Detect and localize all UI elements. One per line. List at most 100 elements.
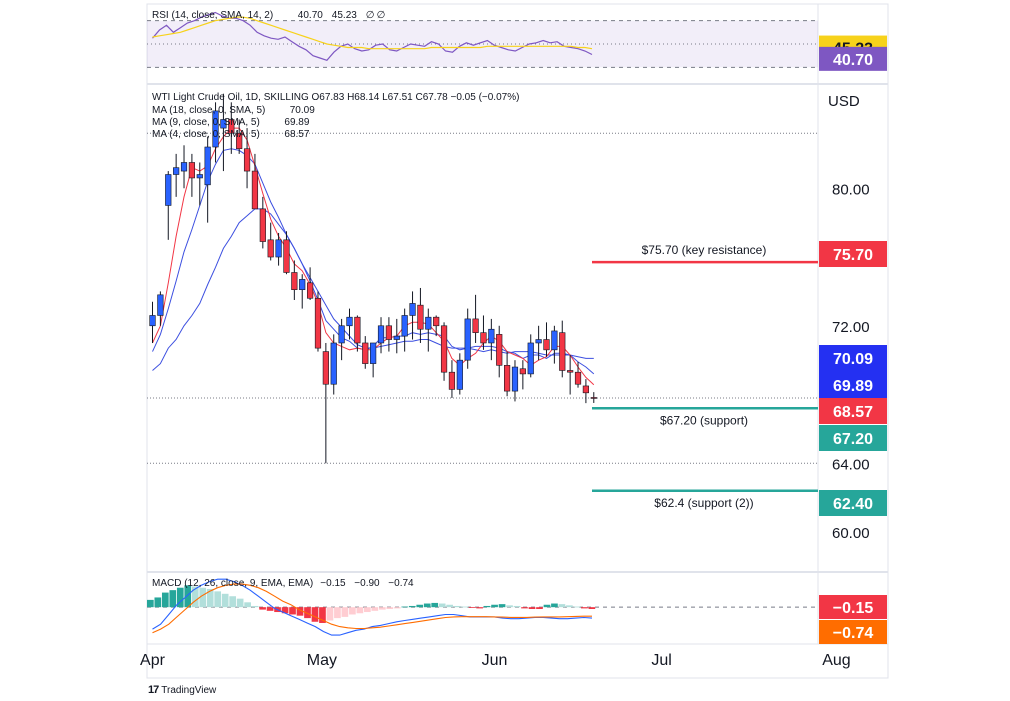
macd-histogram-bar — [491, 604, 498, 608]
macd-histogram-bar — [528, 607, 536, 609]
macd-series-line — [152, 578, 593, 636]
ma-badge-group — [819, 345, 887, 398]
candle-body — [212, 110, 219, 148]
candle-body — [377, 325, 385, 344]
candle-body — [551, 330, 558, 351]
macd-histogram-bar — [423, 603, 431, 608]
currency-label: USD — [828, 93, 860, 110]
candle-body — [567, 370, 574, 373]
macd-histogram-bar — [393, 607, 401, 609]
candle-body — [543, 339, 550, 351]
candle-body — [496, 334, 503, 366]
price-tick-label: 64.00 — [832, 456, 870, 473]
price-badge-label: 75.70 — [833, 247, 873, 264]
macd-histogram-bar — [161, 592, 169, 608]
candle-body — [440, 325, 448, 373]
time-axis-label: Aug — [822, 652, 850, 669]
candle-body — [220, 119, 227, 129]
price-value-badge — [819, 490, 887, 516]
candle-body — [574, 371, 582, 385]
macd-histogram-bar — [588, 607, 596, 609]
macd-histogram-bar — [296, 607, 304, 616]
macd-histogram-bar — [521, 607, 528, 609]
rsi-series-line — [152, 16, 593, 50]
macd-histogram-bar — [266, 607, 274, 611]
time-axis-label: Apr — [140, 652, 166, 669]
candle-body — [582, 385, 589, 394]
macd-histogram-bar — [461, 606, 468, 608]
macd-value-badge — [819, 620, 887, 644]
macd-histogram-bar — [199, 587, 207, 608]
macd-histogram-bar — [476, 607, 483, 609]
time-axis-label: Jul — [651, 652, 671, 669]
macd-histogram-bar — [326, 607, 334, 621]
macd-histogram-bar — [229, 596, 236, 608]
macd-histogram-bar — [558, 604, 566, 608]
candle-body — [503, 365, 511, 392]
candle-body — [204, 146, 211, 186]
macd-histogram-bar — [184, 585, 192, 608]
candle-body — [409, 303, 416, 316]
price-level-label: $62.4 (support (2)) — [654, 496, 753, 510]
macd-histogram-bar — [191, 586, 199, 608]
ma-legend-value: 69.89 — [284, 117, 309, 128]
candle-body — [322, 351, 329, 385]
price-value-badge — [819, 241, 887, 267]
rsi-series-line — [152, 11, 593, 61]
price-level-label: $75.70 (key resistance) — [642, 243, 767, 257]
price-value-badge — [819, 398, 887, 424]
candle-body — [511, 366, 519, 392]
candle-body — [433, 316, 440, 327]
macd-histogram-bar — [304, 607, 311, 619]
macd-histogram-bar — [236, 598, 244, 608]
candle-body — [275, 239, 282, 258]
candle-body — [354, 316, 361, 344]
macd-value-badge — [819, 595, 887, 619]
macd-histogram-bar — [408, 605, 416, 608]
macd-histogram-bar — [311, 607, 319, 622]
tradingview-brand: TradingView — [161, 684, 217, 696]
candle-body — [188, 162, 196, 179]
macd-histogram-bar — [341, 607, 349, 617]
macd-histogram-bar — [154, 597, 162, 608]
ma-badge-label: 69.89 — [833, 378, 873, 395]
price-level-label: $67.20 (support) — [660, 413, 748, 427]
candle-body — [590, 397, 597, 399]
macd-histogram-bar — [147, 599, 154, 608]
candle-body — [267, 239, 274, 258]
macd-histogram-bar — [281, 607, 289, 614]
macd-histogram-bar — [446, 604, 454, 608]
candle-body — [330, 342, 337, 385]
candle-body — [338, 325, 345, 344]
candle-body — [346, 316, 353, 327]
candle-body — [456, 359, 463, 390]
candle-body — [299, 279, 306, 290]
tradingview-footer: 17 TradingView — [148, 684, 216, 696]
candle-body — [157, 294, 164, 316]
price-value-badge — [819, 425, 887, 451]
candle-body — [236, 132, 243, 150]
price-badge-label: 68.57 — [833, 404, 873, 421]
price-tick-label: 80.00 — [832, 181, 870, 198]
candle-body — [401, 315, 408, 337]
price-badge-label: 67.20 — [833, 431, 873, 448]
candle-body — [385, 325, 393, 340]
macd-histogram-bar — [483, 605, 491, 608]
price-tick-label: 72.00 — [832, 319, 870, 336]
rsi-band — [147, 20, 818, 68]
candle-body — [464, 318, 471, 361]
price-badge-label: 62.40 — [833, 496, 873, 513]
macd-histogram-bar — [289, 607, 296, 615]
macd-histogram-bar — [214, 591, 222, 608]
rsi-header-value: 45.23 — [332, 10, 357, 21]
time-axis-label: Jun — [482, 652, 508, 669]
candle-body — [519, 368, 526, 375]
candle-body — [165, 174, 172, 206]
candle-body — [149, 315, 156, 327]
macd-histogram-bar — [468, 607, 476, 608]
macd-histogram-bar — [349, 607, 356, 615]
macd-header-value: −0.15 — [320, 578, 346, 589]
ma-legend-name: MA (18, close, 0, SMA, 5) — [152, 105, 265, 116]
macd-histogram-bar — [244, 602, 251, 608]
